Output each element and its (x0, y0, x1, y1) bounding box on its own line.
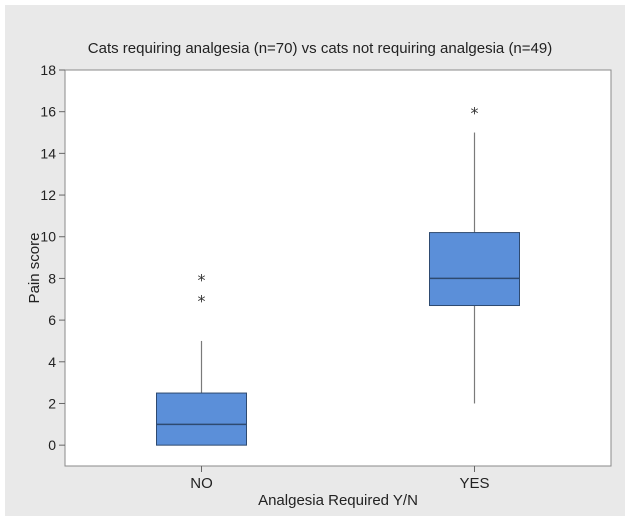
y-tick-label: 14 (40, 145, 56, 161)
y-tick-label: 4 (48, 354, 56, 370)
y-axis-label: Pain score (26, 233, 43, 304)
x-axis: NO YES (190, 466, 490, 492)
y-tick-label: 8 (48, 270, 56, 286)
chart-title: Cats requiring analgesia (n=70) vs cats … (88, 40, 552, 57)
outlier-point: * (198, 291, 206, 310)
box-no: ** (156, 270, 247, 446)
plot-area (64, 69, 612, 467)
box-group: *** (156, 104, 520, 446)
y-tick-label: 2 (48, 395, 56, 411)
iqr-box (156, 392, 247, 446)
y-tick-label: 16 (40, 104, 56, 120)
x-tick-label: NO (190, 475, 213, 492)
y-tick-label: 6 (48, 312, 56, 328)
y-tick-label: 12 (40, 187, 56, 203)
y-tick-label: 18 (40, 62, 56, 78)
x-tick-label: YES (459, 475, 489, 492)
outlier-point: * (198, 270, 206, 289)
y-axis: 0 2 4 6 8 10 12 14 16 18 (40, 62, 65, 453)
box-yes: * (429, 104, 520, 404)
y-tick-label: 0 (48, 437, 56, 453)
outlier-point: * (471, 104, 479, 123)
y-tick-label: 10 (40, 229, 56, 245)
x-axis-label: Analgesia Required Y/N (258, 492, 418, 509)
iqr-box (429, 232, 520, 307)
boxplot-chart: Cats requiring analgesia (n=70) vs cats … (26, 40, 612, 509)
chart-figure: Cats requiring analgesia (n=70) vs cats … (5, 5, 625, 516)
